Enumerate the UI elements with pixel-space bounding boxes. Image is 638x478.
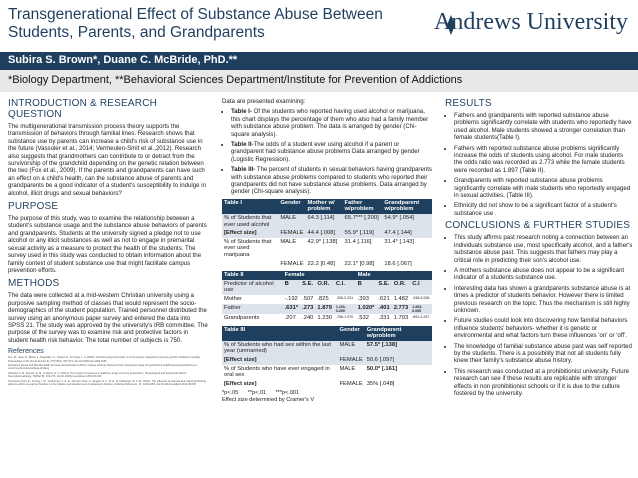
- table-label: Table II-: [231, 141, 254, 149]
- table-label: Table III-: [231, 166, 256, 174]
- author-bar: Subira S. Brown*, Duane C. McBride, PhD.…: [0, 52, 638, 70]
- title-bar: Transgenerational Effect of Substance Ab…: [0, 0, 638, 52]
- middle-column: Data are presented examining: Table I- O…: [222, 98, 432, 404]
- table-row: [Effect size] FEMALE 35% [.048]: [224, 380, 395, 387]
- poster-title: Transgenerational Effect of Substance Ab…: [8, 6, 383, 41]
- department-bar: *Biology Department, **Behavioral Scienc…: [0, 70, 638, 92]
- table-row: [Effect size] FEMALE 44.4 [.008] 55.9* […: [222, 229, 432, 238]
- results-list: Fathers and grandparents with reported s…: [445, 112, 633, 217]
- logo-text: Andrews University: [434, 9, 628, 35]
- list-item: This research was conducted at a prohibi…: [454, 368, 633, 398]
- intro-text: The multigenerational transmission proce…: [8, 123, 206, 197]
- methods-text: The data were collected at a mid-western…: [8, 292, 208, 344]
- table-subheader-row: Predictor of alcohol use B S.E. O.R. C.I…: [222, 279, 432, 295]
- list-item: Table I- Of the students who reported ha…: [231, 108, 432, 138]
- table-1: Table I Gender Mother w/ problem Father …: [222, 198, 432, 268]
- results-heading: RESULTS: [445, 98, 492, 109]
- reference-item: Substance Abuse and Mental Health Servic…: [8, 363, 198, 371]
- list-item: Table III- The percent of students in se…: [231, 166, 432, 196]
- list-item: Interesting data has shown a grandparent…: [454, 285, 633, 315]
- table-row: % of Students that ever used marijuana M…: [224, 238, 415, 259]
- list-item: Fathers and grandparents with reported s…: [454, 112, 633, 142]
- methods-heading: METHODS: [8, 278, 60, 290]
- significance-footnote: *p<.05 **p<.01 ***p<.001: [222, 390, 300, 397]
- table-row: [Effect size] FEMALE 50.6 [.097]: [222, 355, 432, 365]
- table-row: % of Students who had sex within the las…: [222, 340, 432, 356]
- logo-flame-icon: [447, 15, 455, 35]
- purpose-heading: PURPOSE: [8, 201, 59, 213]
- list-item: This study affirms past research noting …: [454, 234, 633, 264]
- department: *Biology Department, **Behavioral Scienc…: [8, 74, 463, 86]
- authors: Subira S. Brown*, Duane C. McBride, PhD.…: [8, 54, 238, 66]
- table-row: % of Students who have ever engaged in o…: [224, 365, 397, 379]
- purpose-text: The purpose of this study, was to examin…: [8, 215, 207, 274]
- table-row: FEMALE 22.2 [0.48] 22.1* [0.98] 18.6 [.0…: [280, 260, 412, 267]
- tables-intro: Data are presented examining:: [222, 98, 306, 105]
- list-item: Future studies could look into discoveri…: [454, 317, 633, 339]
- list-item: The knowledge of familial substance abus…: [454, 343, 633, 365]
- table-row: Mother -.192 .507 .825 .305-2.231 .393 .…: [224, 296, 430, 302]
- right-column: RESULTS Fathers and grandparents with re…: [445, 98, 633, 400]
- effect-size-footnote: Effect size determined by Cramer's V: [222, 396, 315, 403]
- references-heading: References: [8, 348, 44, 356]
- reference-item: Vermeulen-Smit, E., Koning, I. M., Verdu…: [8, 379, 206, 386]
- table-header-row: Table II Female Male: [222, 271, 432, 280]
- list-item: Fathers with reported substance abuse pr…: [454, 145, 633, 175]
- conclusions-heading: CONCLUSIONS & FURTHER STUDIES: [445, 220, 631, 232]
- table-header-row: Table III Gender Grandparent w/problem: [222, 325, 432, 341]
- left-column: INTRODUCTION & RESEARCH QUESTION The mul…: [8, 98, 208, 386]
- table-2: Table II Female Male Predictor of alcoho…: [222, 271, 432, 322]
- list-item: Grandparents with reported substance abu…: [454, 177, 633, 199]
- reference-item: Fox, M., Sear, R., Beise, J., Ragsdale, …: [8, 356, 201, 363]
- reference-item: Vassoler, F. M., Byrnes, E. M., & Pierce…: [8, 371, 187, 379]
- table-header-row: Table I Gender Mother w/ problem Father …: [222, 198, 432, 215]
- intro-heading: INTRODUCTION & RESEARCH QUESTION: [8, 98, 158, 120]
- table-3: Table III Gender Grandparent w/problem %…: [222, 325, 432, 389]
- table-label: Table I-: [231, 108, 252, 116]
- list-item: A mothers substance abuse does not appea…: [454, 267, 633, 282]
- table-row: Grandparents .207 .240 1.230 .768-1.970 …: [224, 315, 430, 321]
- table-row: Father .631* .273 1.879 1.101-3.209 1.02…: [222, 303, 432, 314]
- tables-description-list: Table I- Of the students who reported ha…: [222, 108, 432, 195]
- conclusions-list: This study affirms past research noting …: [445, 234, 633, 397]
- list-item: Table II-The odds of a student ever usin…: [231, 141, 432, 163]
- university-logo: Andrews University: [434, 9, 628, 41]
- table-row: % of Students that ever used alcohol MAL…: [222, 214, 432, 230]
- list-item: Ethnicity did not show to be a significa…: [454, 202, 633, 217]
